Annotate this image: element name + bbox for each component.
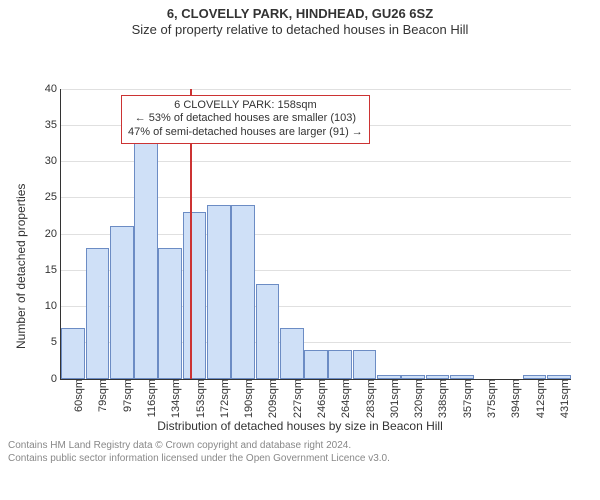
x-tick-label: 431sqm [559, 379, 571, 418]
footnote-line1: Contains HM Land Registry data © Crown c… [8, 439, 592, 452]
y-axis-label: Number of detached properties [14, 183, 28, 348]
x-axis-label: Distribution of detached houses by size … [0, 419, 600, 433]
histogram-bar [523, 375, 547, 379]
y-tick-label: 0 [51, 373, 61, 385]
x-tick-label: 227sqm [292, 379, 304, 418]
x-tick-label: 301sqm [389, 379, 401, 418]
title-block: 6, CLOVELLY PARK, HINDHEAD, GU26 6SZ Siz… [0, 0, 600, 39]
x-tick-label: 79sqm [97, 379, 109, 412]
x-tick-label: 375sqm [486, 379, 498, 418]
histogram-bar [426, 375, 450, 379]
histogram-bar [256, 284, 280, 378]
histogram-bar [134, 139, 158, 378]
histogram-bar [450, 375, 474, 379]
histogram-bar [328, 350, 352, 379]
annotation-box: 6 CLOVELLY PARK: 158sqm← 53% of detached… [121, 95, 370, 144]
histogram-bar [61, 328, 85, 379]
x-tick-label: 209sqm [267, 379, 279, 418]
annotation-line: ← 53% of detached houses are smaller (10… [128, 112, 363, 126]
y-tick-label: 5 [51, 336, 61, 348]
x-tick-label: 394sqm [510, 379, 522, 418]
y-tick-label: 30 [45, 155, 61, 167]
histogram-bar [377, 375, 401, 379]
y-tick-label: 10 [45, 300, 61, 312]
histogram-bar [304, 350, 328, 379]
x-tick-label: 338sqm [437, 379, 449, 418]
footnote: Contains HM Land Registry data © Crown c… [0, 433, 600, 465]
title-main: 6, CLOVELLY PARK, HINDHEAD, GU26 6SZ [0, 6, 600, 22]
histogram-bar [547, 375, 571, 379]
histogram-bar [231, 205, 255, 379]
histogram-bar [183, 212, 207, 379]
x-tick-label: 134sqm [170, 379, 182, 418]
gridline [61, 89, 571, 90]
title-sub: Size of property relative to detached ho… [0, 22, 600, 38]
plot-area: 051015202530354060sqm79sqm97sqm116sqm134… [60, 89, 571, 380]
histogram-bar [86, 248, 110, 379]
chart-container: Number of detached properties 0510152025… [0, 39, 600, 419]
x-tick-label: 153sqm [195, 379, 207, 418]
x-tick-label: 246sqm [316, 379, 328, 418]
x-tick-label: 283sqm [365, 379, 377, 418]
x-tick-label: 357sqm [462, 379, 474, 418]
x-tick-label: 116sqm [146, 379, 158, 417]
x-tick-label: 412sqm [535, 379, 547, 418]
x-tick-label: 264sqm [340, 379, 352, 418]
x-tick-label: 60sqm [73, 379, 85, 412]
y-tick-label: 20 [45, 228, 61, 240]
x-tick-label: 190sqm [243, 379, 255, 418]
x-tick-label: 320sqm [413, 379, 425, 418]
annotation-line: 47% of semi-detached houses are larger (… [128, 126, 363, 140]
footnote-line2: Contains public sector information licen… [8, 452, 592, 465]
histogram-bar [401, 375, 425, 379]
y-tick-label: 15 [45, 264, 61, 276]
x-tick-label: 97sqm [122, 379, 134, 412]
histogram-bar [207, 205, 231, 379]
y-tick-label: 25 [45, 191, 61, 203]
histogram-bar [110, 226, 134, 378]
histogram-bar [280, 328, 304, 379]
histogram-bar [353, 350, 377, 379]
y-tick-label: 35 [45, 119, 61, 131]
annotation-line: 6 CLOVELLY PARK: 158sqm [128, 99, 363, 113]
histogram-bar [158, 248, 182, 379]
x-tick-label: 172sqm [219, 379, 231, 418]
y-tick-label: 40 [45, 83, 61, 95]
